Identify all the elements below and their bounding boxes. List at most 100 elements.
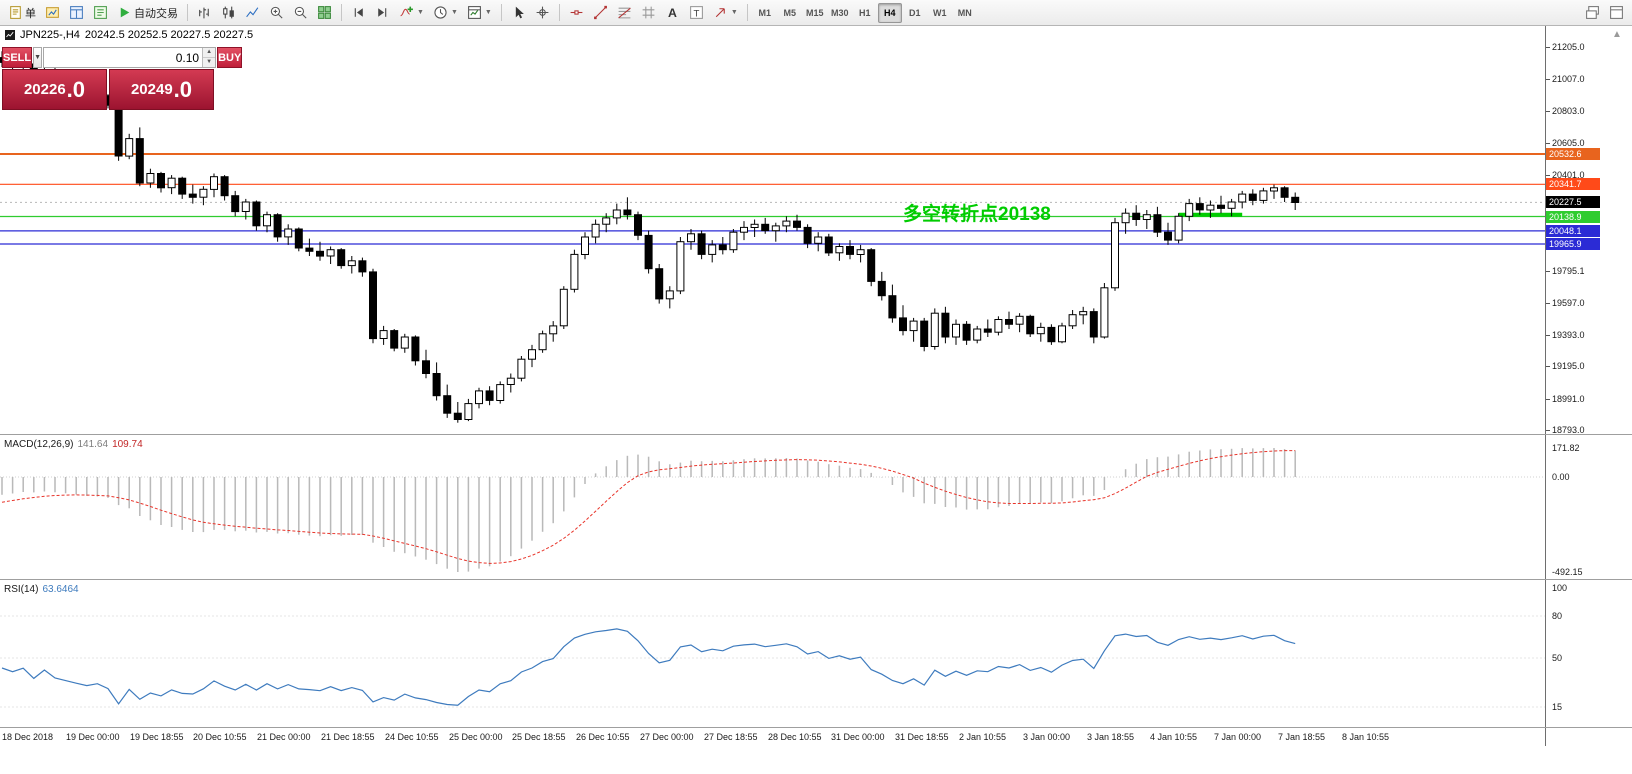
timeframe-d1-button[interactable]: D1 bbox=[908, 7, 921, 18]
x-axis-label: 25 Dec 00:00 bbox=[449, 732, 503, 742]
scroll-up-icon[interactable]: ▲ bbox=[1612, 29, 1622, 40]
x-axis-label: 21 Dec 18:55 bbox=[321, 732, 375, 742]
fibonacci-button[interactable] bbox=[613, 3, 636, 23]
y-axis-tick bbox=[1546, 366, 1550, 367]
x-axis-label: 31 Dec 18:55 bbox=[895, 732, 949, 742]
chart-annotation[interactable]: 多空转折点20138 bbox=[903, 202, 1051, 225]
macd-panel-canvas[interactable] bbox=[0, 436, 1545, 578]
volume-field: ▲ ▼ bbox=[43, 47, 217, 68]
level-lines bbox=[0, 153, 1545, 245]
tile-windows-button[interactable] bbox=[313, 3, 336, 23]
x-axis-label: 8 Jan 10:55 bbox=[1342, 732, 1390, 742]
crosshair-button[interactable] bbox=[531, 3, 554, 23]
bar-chart-button[interactable] bbox=[193, 3, 216, 23]
volume-dropdown-button[interactable]: ▼ bbox=[33, 47, 43, 68]
chevron-down-icon: ▼ bbox=[484, 9, 492, 16]
new-order-button[interactable]: 单 bbox=[4, 3, 40, 23]
templates-button[interactable]: ▼ bbox=[463, 3, 496, 23]
indicators-button[interactable]: ▼ bbox=[395, 3, 428, 23]
timeframe-w1-button[interactable]: W1 bbox=[933, 7, 947, 18]
rsi-label: RSI(14) 63.6464 bbox=[4, 584, 83, 595]
timeframe-m15-button[interactable]: M15 bbox=[806, 7, 824, 18]
one-click-trading-panel: SELL ▼ ▲ ▼ BUY 20226.0 20249.0 bbox=[2, 47, 243, 110]
tile-icon bbox=[318, 6, 331, 19]
y-axis-label: 20803.0 bbox=[1552, 106, 1585, 116]
step-back-button[interactable] bbox=[347, 3, 370, 23]
crosshair-icon bbox=[536, 6, 549, 19]
rsi-panel-canvas[interactable] bbox=[0, 581, 1545, 727]
market-watch-icon bbox=[70, 6, 83, 19]
x-axis-label: 3 Jan 00:00 bbox=[1023, 732, 1071, 742]
svg-text:A: A bbox=[668, 6, 677, 20]
y-axis-tick bbox=[1546, 79, 1550, 80]
y-axis-tick bbox=[1546, 175, 1550, 176]
cursor-button[interactable] bbox=[507, 3, 530, 23]
fibo-icon bbox=[618, 7, 631, 19]
time-axis[interactable]: 18 Dec 2018 19 Dec 00:00 19 Dec 18:55 20 De… bbox=[0, 728, 1545, 746]
toolbar-separator bbox=[187, 4, 188, 21]
panel-separator[interactable] bbox=[0, 579, 1632, 580]
market-watch-button[interactable] bbox=[65, 3, 88, 23]
step-forward-button[interactable] bbox=[371, 3, 394, 23]
chevron-down-icon: ▼ bbox=[34, 54, 42, 61]
arrows-button[interactable]: ▼ bbox=[709, 3, 742, 23]
trendline-button[interactable] bbox=[589, 3, 612, 23]
y-axis-tick bbox=[1546, 271, 1550, 272]
panel-separator[interactable] bbox=[0, 434, 1632, 435]
window-icon bbox=[1586, 6, 1599, 19]
zoom-in-button[interactable] bbox=[265, 3, 288, 23]
buy-price-box[interactable]: 20249.0 bbox=[109, 69, 214, 110]
sell-price-box[interactable]: 20226.0 bbox=[2, 69, 107, 110]
text-label-button[interactable]: T bbox=[685, 3, 708, 23]
spinner-down-icon[interactable]: ▼ bbox=[203, 58, 216, 67]
x-axis-label: 25 Dec 18:55 bbox=[512, 732, 566, 742]
x-axis-label: 2 Jan 10:55 bbox=[959, 732, 1007, 742]
line-chart-icon bbox=[246, 7, 259, 18]
macd-axis-label: 171.82 bbox=[1552, 443, 1580, 453]
panel-separator[interactable] bbox=[0, 727, 1632, 728]
auto-trading-button[interactable]: 自动交易 bbox=[113, 3, 182, 23]
x-axis-label: 7 Jan 00:00 bbox=[1214, 732, 1262, 742]
sell-button[interactable]: SELL bbox=[2, 47, 33, 68]
rsi-axis-label: 100 bbox=[1552, 583, 1568, 593]
y-axis-label: 18793.0 bbox=[1552, 425, 1585, 435]
timeframe-m1-button[interactable]: M1 bbox=[758, 7, 771, 18]
line-chart-button[interactable] bbox=[241, 3, 264, 23]
timeframe-h1-button[interactable]: H1 bbox=[858, 7, 871, 18]
docking-button[interactable] bbox=[1605, 3, 1628, 23]
y-axis-label: 21205.0 bbox=[1552, 42, 1585, 52]
price-axis[interactable]: 21205.0 21007.0 20803.0 20605.0 20401.0 19795… bbox=[1545, 26, 1632, 746]
price-level-tag: 20341.7 bbox=[1546, 178, 1600, 190]
navigator-button[interactable] bbox=[89, 3, 112, 23]
buy-price-main: 20249 bbox=[130, 81, 173, 98]
timeframe-mn-button[interactable]: MN bbox=[957, 7, 972, 18]
zoom-out-button[interactable] bbox=[289, 3, 312, 23]
toolbar-button-label: 单 bbox=[25, 7, 36, 20]
horizontal-line-button[interactable] bbox=[565, 3, 588, 23]
price-chart-canvas[interactable]: 多空转折点20138 bbox=[0, 33, 1545, 433]
x-axis-label: 24 Dec 10:55 bbox=[385, 732, 439, 742]
chevron-down-icon: ▼ bbox=[450, 9, 458, 16]
candlestick-chart-button[interactable] bbox=[217, 3, 240, 23]
sell-price-fraction: .0 bbox=[66, 76, 86, 102]
price-level-tag: 20138.9 bbox=[1546, 211, 1600, 223]
periods-button[interactable]: ▼ bbox=[429, 3, 462, 23]
chart-windows-button[interactable] bbox=[1581, 3, 1604, 23]
timeframe-h4-button[interactable]: H4 bbox=[877, 2, 902, 23]
toolbar-button-label: 自动交易 bbox=[134, 7, 178, 20]
timeframe-m5-button[interactable]: M5 bbox=[783, 7, 796, 18]
text-button[interactable]: A bbox=[661, 3, 684, 23]
x-axis-label: 20 Dec 10:55 bbox=[193, 732, 247, 742]
charts-button[interactable] bbox=[41, 3, 64, 23]
x-axis-label: 7 Jan 18:55 bbox=[1278, 732, 1326, 742]
clock-icon bbox=[434, 6, 447, 19]
buy-button[interactable]: BUY bbox=[217, 47, 243, 68]
volume-input[interactable] bbox=[44, 48, 216, 67]
text-t-icon: T bbox=[689, 6, 703, 19]
x-axis-label: 21 Dec 00:00 bbox=[257, 732, 311, 742]
spinner-up-icon[interactable]: ▲ bbox=[203, 48, 216, 58]
y-axis-label: 19795.1 bbox=[1552, 266, 1585, 276]
timeframe-m30-button[interactable]: M30 bbox=[831, 7, 849, 18]
grid-button[interactable] bbox=[637, 3, 660, 23]
